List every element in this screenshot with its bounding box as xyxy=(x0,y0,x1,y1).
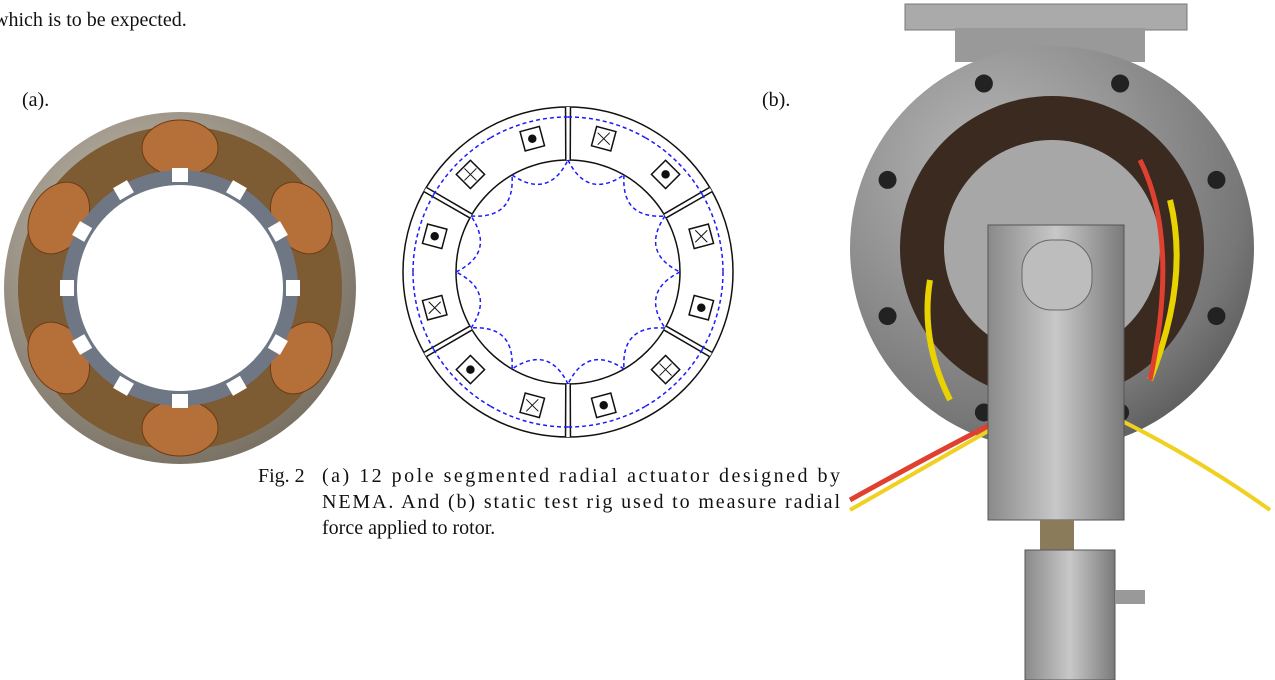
segment-gap xyxy=(665,190,711,217)
current-cross xyxy=(526,399,538,411)
segment-edge xyxy=(426,187,472,214)
panel-label: (a). xyxy=(22,89,49,111)
actuator-diagram xyxy=(403,107,733,437)
segment-edge xyxy=(426,330,472,357)
caption-line: NEMA. And (b) static test rig used to me… xyxy=(322,491,840,513)
figure-page: which is to be expected. (a). (b). Fig. … xyxy=(0,0,1275,680)
caption-number: Fig. 2 xyxy=(258,465,305,487)
test-rig-photo xyxy=(850,4,1270,680)
coil xyxy=(142,120,218,176)
tooth-gap xyxy=(172,394,188,408)
current-cross xyxy=(464,168,476,180)
current-cross xyxy=(695,230,707,242)
segment-edge xyxy=(664,187,710,214)
tooth-gap xyxy=(60,280,74,296)
current-cross xyxy=(598,133,610,145)
stator-photo xyxy=(4,112,356,464)
caption-line: (a) 12 pole segmented radial actuator de… xyxy=(322,465,840,487)
bolt xyxy=(879,171,897,189)
segment-gap xyxy=(425,190,471,217)
current-dot xyxy=(467,366,474,373)
bolt xyxy=(1111,75,1129,93)
tooth-gap xyxy=(172,168,188,182)
bolt xyxy=(1207,307,1225,325)
current-dot xyxy=(698,304,705,311)
current-dot xyxy=(600,402,607,409)
bolt xyxy=(975,75,993,93)
current-dot xyxy=(529,135,536,142)
current-cross xyxy=(660,364,672,376)
panel-label: (b). xyxy=(762,89,790,111)
bolt xyxy=(879,307,897,325)
current-dot xyxy=(662,171,669,178)
segment-edge xyxy=(666,192,712,218)
segment-gap xyxy=(425,328,471,355)
segment-edge xyxy=(424,192,470,218)
segment-edge xyxy=(424,326,470,352)
segment-edge xyxy=(664,330,710,357)
coil xyxy=(142,400,218,456)
caption-line: force applied to rotor. xyxy=(322,517,495,539)
bolt xyxy=(1207,171,1225,189)
page: which is to be expected. (a). (b). Fig. … xyxy=(0,0,1275,680)
tooth-gap xyxy=(286,280,300,296)
current-cross xyxy=(429,302,441,314)
segment-gap xyxy=(665,328,711,355)
body-text: which is to be expected. xyxy=(0,9,187,31)
segment-edge xyxy=(666,326,712,352)
current-dot xyxy=(431,233,438,240)
